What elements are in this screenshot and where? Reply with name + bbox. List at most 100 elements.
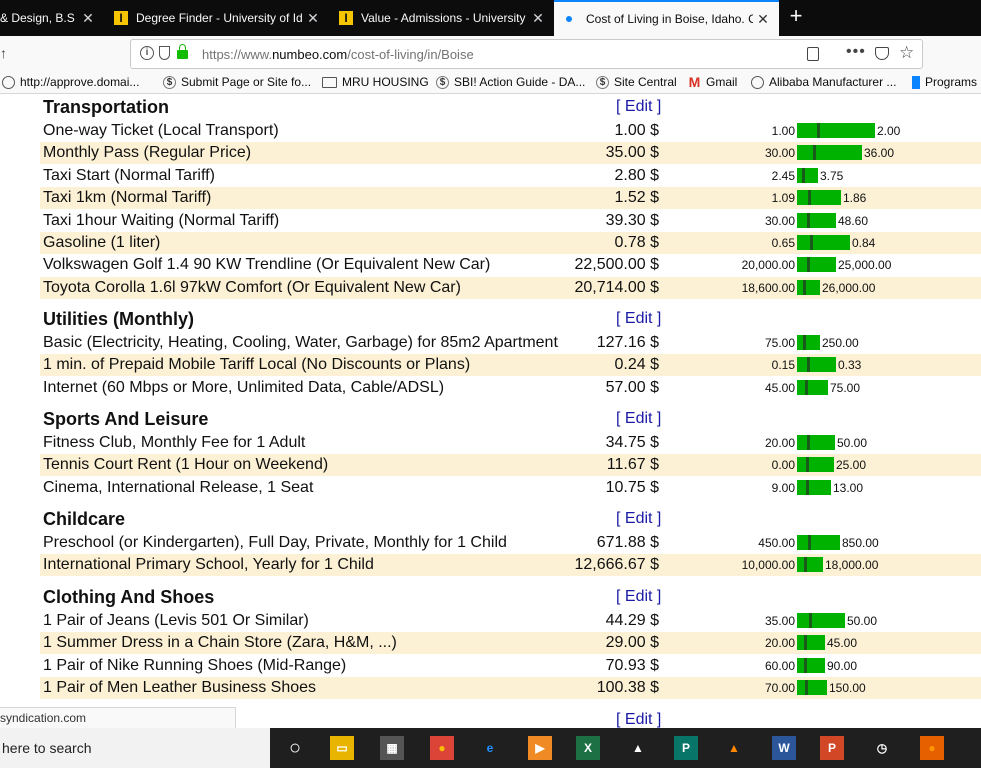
item-price: 100.38 $ (596, 679, 659, 697)
page-actions-icon[interactable]: ••• (846, 43, 866, 60)
bookmark-alibaba[interactable]: Alibaba Manufacturer ... (751, 75, 896, 89)
close-icon[interactable]: ✕ (82, 9, 94, 26)
alarms-clock-icon[interactable]: ◷ (876, 741, 888, 755)
range-bar (797, 557, 823, 573)
university-icon: I (114, 11, 128, 25)
edit-link[interactable]: [ Edit ] (616, 98, 662, 115)
item-label: 1 Pair of Jeans (Levis 501 Or Similar) (43, 612, 309, 629)
reader-view-icon[interactable] (807, 47, 819, 61)
item-price: 0.24 $ (614, 356, 659, 374)
file-explorer-icon[interactable]: ▭ (330, 736, 354, 760)
item-price: 1.52 $ (614, 189, 659, 207)
bookmark-label: MRU HOUSING (342, 75, 429, 89)
bookmark-star-icon[interactable]: ☆ (899, 43, 915, 62)
range-high: 26,000.00 (822, 280, 876, 295)
publisher-icon[interactable]: P (674, 736, 698, 760)
excel-icon[interactable]: X (576, 736, 600, 760)
media-player-icon[interactable]: ▶ (528, 736, 552, 760)
range-marker (805, 379, 808, 395)
range-bar (797, 257, 836, 273)
tab-label: Degree Finder - University of Id (136, 11, 303, 25)
range-bar (797, 435, 835, 450)
word-icon[interactable]: W (772, 736, 796, 760)
url-path: /cost-of-living/in/Boise (347, 47, 474, 62)
pocket-icon[interactable] (875, 47, 889, 60)
edit-link[interactable]: [ Edit ] (616, 410, 662, 427)
bookmark-mru-housing[interactable]: MRU HOUSING (322, 75, 429, 89)
range-high: 2.00 (877, 124, 901, 138)
range-low: 70.00 (764, 681, 795, 696)
edit-link[interactable]: [ Edit ] (616, 510, 662, 527)
range-high: 3.75 (820, 168, 844, 183)
powerpoint-icon[interactable]: P (820, 736, 844, 760)
bookmark-submit-page[interactable]: $ Submit Page or Site fo... (163, 75, 311, 89)
price-row: One-way Ticket (Local Transport) 1.00 $ 1.… (40, 120, 981, 142)
section-title: Childcare (43, 509, 126, 529)
edit-link[interactable]: [ Edit ] (616, 711, 662, 728)
taskbar-search-box[interactable]: here to search (0, 728, 270, 768)
price-row: Cinema, International Release, 1 Seat 10.… (40, 477, 981, 499)
vlc-icon[interactable]: ▲ (728, 741, 740, 755)
range-bar (797, 357, 836, 373)
tab-degree-finder[interactable]: I Degree Finder - University of Id ✕ (104, 0, 329, 36)
item-label: 1 min. of Prepaid Mobile Tariff Local (N… (43, 356, 471, 374)
tracking-shield-icon[interactable] (159, 46, 170, 60)
info-icon[interactable]: i (140, 46, 154, 60)
tab-value-admissions[interactable]: I Value - Admissions - University ✕ (329, 0, 554, 36)
close-icon[interactable]: ✕ (757, 10, 769, 27)
close-icon[interactable]: ✕ (532, 9, 544, 26)
range-bar (797, 479, 831, 495)
price-row: Basic (Electricity, Heating, Cooling, Wa… (40, 332, 981, 354)
price-row: 1 Pair of Jeans (Levis 501 Or Similar) 44… (40, 610, 981, 632)
item-price: 1.00 $ (614, 122, 659, 139)
section-title: Clothing And Shoes (43, 587, 215, 607)
chrome-icon[interactable]: ● (430, 736, 454, 760)
status-link-text: syndication.com (0, 711, 87, 725)
range-low: 1.00 (771, 124, 795, 138)
range-bar (797, 145, 862, 161)
calculator-icon[interactable]: ▦ (380, 736, 404, 760)
bookmark-site-central[interactable]: $ Site Central (596, 75, 677, 89)
bookmark-sbi-action-guide[interactable]: $ SBI! Action Guide - DA... (436, 75, 585, 89)
new-tab-icon[interactable]: + (789, 3, 803, 28)
range-high: 90.00 (827, 658, 858, 673)
edit-link[interactable]: [ Edit ] (616, 310, 662, 327)
url-bar[interactable]: i https://www.numbeo.com/cost-of-living/… (130, 39, 923, 69)
bookmark-programs[interactable]: Programs (912, 75, 977, 89)
bookmark-approve-domain[interactable]: http://approve.domai... (2, 75, 139, 89)
globe-icon (2, 75, 15, 89)
range-low: 2.45 (771, 168, 795, 183)
back-arrow-icon[interactable]: ↑ (0, 45, 7, 61)
item-label: 1 Summer Dress in a Chain Store (Zara, H… (43, 634, 397, 652)
range-low: 10,000.00 (741, 558, 795, 573)
firefox-icon[interactable]: ● (920, 736, 944, 760)
close-icon[interactable]: ✕ (307, 9, 319, 26)
university-icon: I (339, 11, 353, 25)
price-row: 1 Summer Dress in a Chain Store (Zara, H… (40, 632, 981, 655)
edit-link[interactable]: [ Edit ] (616, 588, 662, 605)
range-low: 75.00 (764, 336, 795, 350)
item-label: Monthly Pass (Regular Price) (43, 144, 252, 162)
dollar-icon: $ (596, 75, 609, 89)
photos-icon[interactable]: ▲ (632, 741, 644, 755)
windows-taskbar: here to search ○ ▭ ▦ ● e ▶ X ▲ P ▲ W P ◷ ● (0, 728, 981, 768)
range-marker (807, 435, 810, 450)
tab-strip: & Design, B.S ✕ I Degree Finder - Univer… (0, 0, 981, 36)
item-price: 39.30 $ (605, 211, 659, 229)
edge-icon[interactable]: e (486, 741, 494, 755)
bookmark-gmail[interactable]: M Gmail (688, 74, 738, 90)
tab-design-bs[interactable]: & Design, B.S ✕ (0, 0, 104, 36)
range-marker (806, 457, 809, 473)
range-bar (797, 235, 850, 250)
range-high: 45.00 (827, 636, 858, 651)
range-high: 0.84 (852, 236, 876, 250)
lock-icon[interactable] (177, 44, 188, 59)
item-label: International Primary School, Yearly for… (43, 556, 374, 574)
task-view-icon[interactable]: ○ (288, 736, 302, 759)
item-price: 2.80 $ (614, 166, 659, 184)
tab-cost-of-living[interactable]: Cost of Living in Boise, Idaho. C ✕ (554, 0, 779, 36)
url-prefix: https://www. (202, 47, 273, 62)
range-bar (797, 335, 820, 350)
url-text[interactable]: https://www.numbeo.com/cost-of-living/in… (202, 47, 474, 62)
item-label: Basic (Electricity, Heating, Cooling, Wa… (43, 334, 558, 351)
